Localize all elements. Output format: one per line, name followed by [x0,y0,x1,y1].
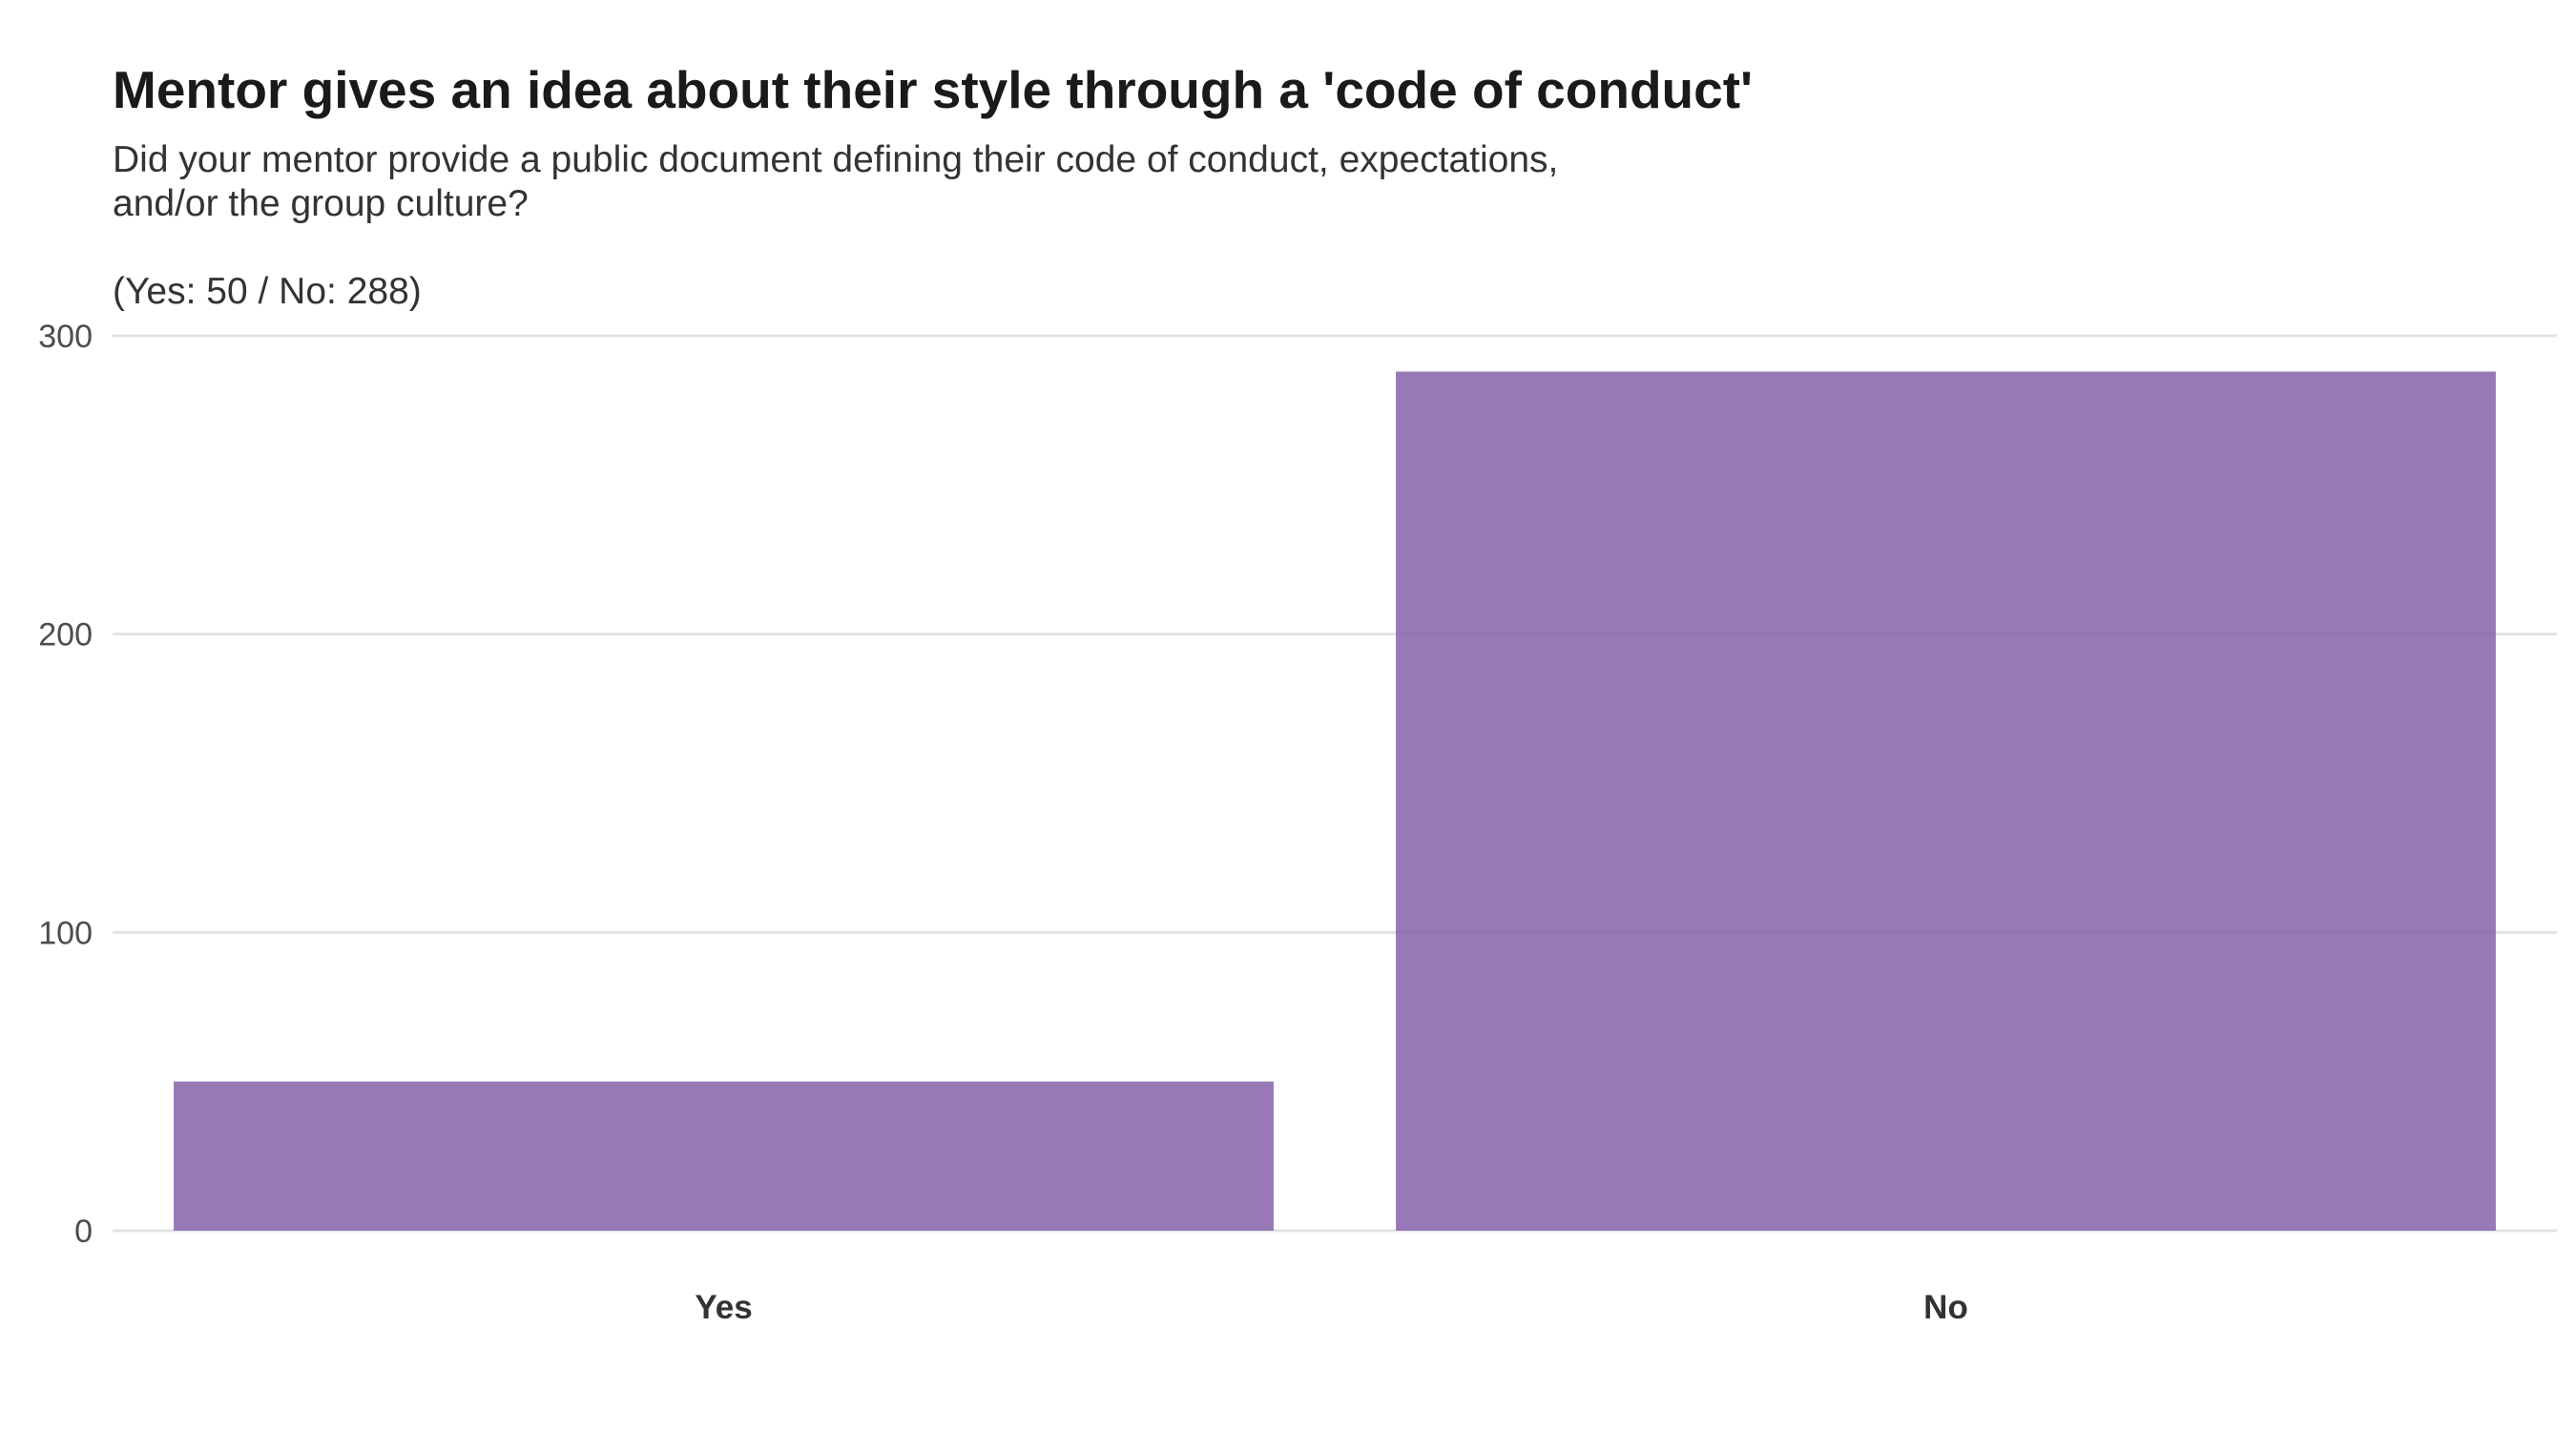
chart-title: Mentor gives an idea about their style t… [113,60,1753,119]
x-category-label-no: No [1923,1289,1968,1326]
chart-subtitle-line: (Yes: 50 / No: 288) [113,271,422,312]
chart-subtitle-line: Did your mentor provide a public documen… [113,139,1558,180]
y-tick-label: 300 [38,319,93,355]
bar-no [1396,371,2496,1231]
x-axis-category-labels: Yes No [695,1289,1968,1326]
chart-subtitle-line: and/or the group culture? [113,183,529,224]
y-axis-tick-labels: 0 100 200 300 [38,319,93,1250]
chart-subtitle: Did your mentor provide a public documen… [113,139,1558,312]
x-category-label-yes: Yes [695,1289,752,1326]
y-tick-label: 200 [38,617,93,653]
y-tick-label: 0 [74,1213,93,1250]
y-tick-label: 100 [38,915,93,951]
bar-yes [174,1081,1274,1231]
bars [174,371,2496,1231]
